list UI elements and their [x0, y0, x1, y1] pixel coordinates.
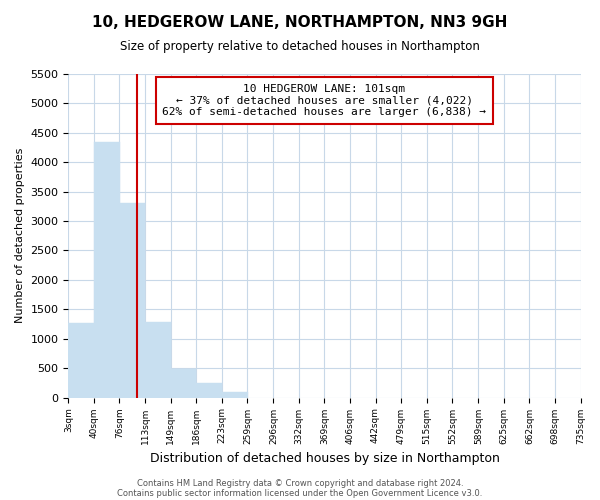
Bar	[119, 204, 145, 398]
Text: Contains public sector information licensed under the Open Government Licence v3: Contains public sector information licen…	[118, 488, 482, 498]
Bar	[196, 384, 223, 398]
Text: 10, HEDGEROW LANE, NORTHAMPTON, NN3 9GH: 10, HEDGEROW LANE, NORTHAMPTON, NN3 9GH	[92, 15, 508, 30]
Text: 10 HEDGEROW LANE: 101sqm
← 37% of detached houses are smaller (4,022)
62% of sem: 10 HEDGEROW LANE: 101sqm ← 37% of detach…	[163, 84, 487, 117]
X-axis label: Distribution of detached houses by size in Northampton: Distribution of detached houses by size …	[149, 452, 499, 465]
Y-axis label: Number of detached properties: Number of detached properties	[15, 148, 25, 324]
Bar	[94, 142, 120, 398]
Bar	[145, 322, 171, 398]
Text: Size of property relative to detached houses in Northampton: Size of property relative to detached ho…	[120, 40, 480, 53]
Bar	[68, 323, 94, 398]
Bar	[223, 392, 248, 398]
Bar	[170, 368, 196, 398]
Text: Contains HM Land Registry data © Crown copyright and database right 2024.: Contains HM Land Registry data © Crown c…	[137, 478, 463, 488]
